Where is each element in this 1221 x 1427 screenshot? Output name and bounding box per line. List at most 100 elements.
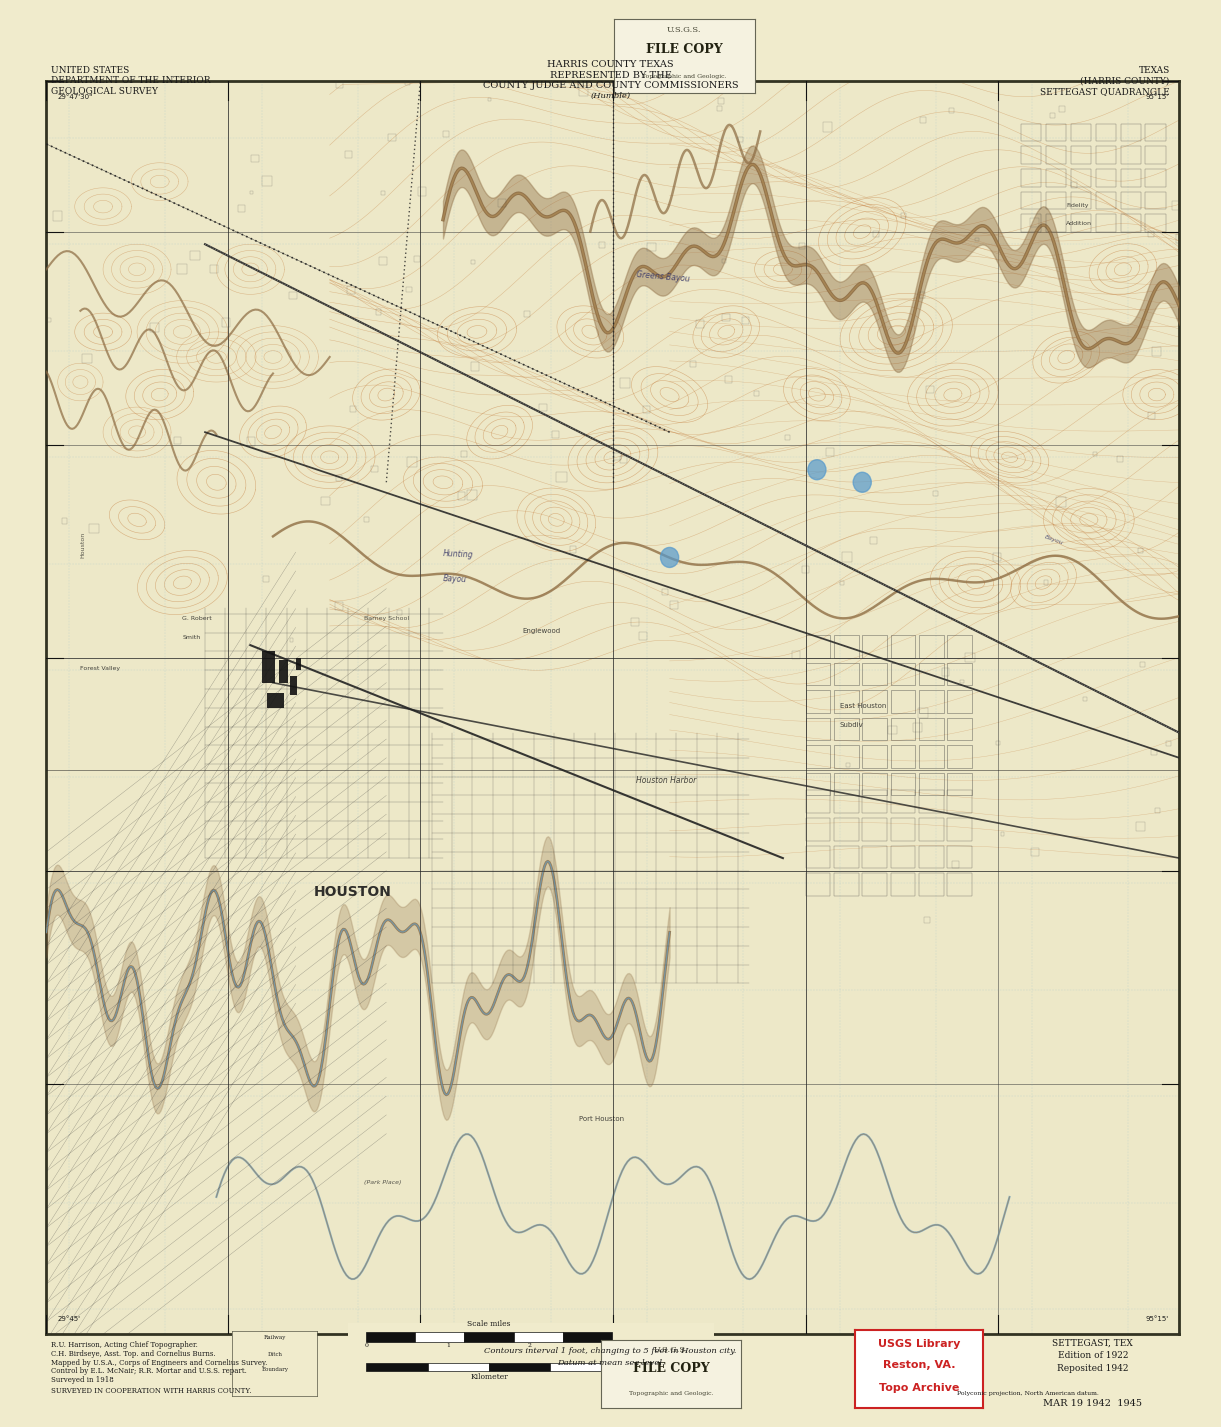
Bar (639, 632, 647, 639)
Bar (834, 635, 858, 658)
Bar (261, 651, 275, 682)
Text: Hunting: Hunting (443, 549, 474, 559)
Bar (862, 873, 888, 896)
Text: HARRIS COUNTY TEXAS: HARRIS COUNTY TEXAS (547, 60, 674, 68)
Text: FILE COPY: FILE COPY (646, 43, 723, 57)
Bar (947, 846, 972, 868)
Bar (1071, 191, 1092, 210)
Bar (321, 497, 330, 505)
Bar (458, 492, 465, 499)
Bar (289, 291, 297, 300)
Bar (462, 451, 466, 457)
Bar (890, 773, 916, 795)
Bar (524, 311, 530, 317)
Bar (806, 718, 830, 741)
Bar (552, 431, 559, 438)
Bar (150, 323, 159, 331)
Bar (842, 552, 852, 562)
Bar (647, 243, 656, 251)
Bar (1071, 183, 1077, 188)
Bar (336, 80, 343, 87)
Text: Subdiv: Subdiv (840, 722, 863, 728)
Bar (890, 635, 916, 658)
Text: 29°45': 29°45' (57, 1316, 81, 1321)
Bar (1044, 581, 1049, 585)
Bar (1029, 218, 1039, 227)
Bar (620, 378, 630, 388)
Bar (919, 718, 944, 741)
Bar (46, 318, 51, 323)
Text: Reposited 1942: Reposited 1942 (1057, 1364, 1128, 1373)
Bar (993, 552, 1001, 561)
Text: Control by E.L. McNair; R.R. Mortar and U.S.S. repart.: Control by E.L. McNair; R.R. Mortar and … (51, 1367, 247, 1376)
Bar (347, 285, 355, 294)
Bar (380, 257, 387, 265)
Bar (498, 200, 505, 207)
Text: 3: 3 (609, 1343, 614, 1349)
Bar (295, 658, 302, 671)
Bar (1121, 147, 1140, 164)
Bar (890, 745, 916, 768)
Bar (806, 691, 830, 714)
Bar (261, 176, 271, 186)
Text: (HARRIS COUNTY): (HARRIS COUNTY) (1081, 76, 1170, 86)
Bar (834, 873, 858, 896)
Bar (947, 818, 972, 841)
Bar (1155, 808, 1160, 813)
Text: C.H. Birdseye, Asst. Top. and Cornelius Burns.: C.H. Birdseye, Asst. Top. and Cornelius … (51, 1350, 216, 1359)
Bar (919, 773, 944, 795)
Bar (755, 391, 759, 395)
Bar (947, 662, 972, 685)
Bar (1045, 214, 1066, 231)
Bar (1021, 214, 1042, 231)
Bar (722, 260, 725, 263)
Bar (252, 156, 259, 163)
Bar (1121, 124, 1140, 141)
Bar (919, 846, 944, 868)
Bar (177, 264, 187, 274)
Bar (346, 151, 352, 157)
Text: R.U. Harrison, Acting Chief Topographer.: R.U. Harrison, Acting Chief Topographer. (51, 1341, 198, 1350)
Bar (250, 191, 254, 194)
Bar (806, 662, 830, 685)
Bar (846, 763, 850, 768)
Bar (407, 457, 418, 467)
Circle shape (661, 548, 679, 568)
Bar (366, 1331, 415, 1341)
Bar (1095, 191, 1116, 210)
Bar (717, 107, 722, 111)
Bar (1138, 548, 1143, 552)
Bar (976, 238, 979, 241)
Bar (614, 452, 621, 459)
Bar (247, 437, 255, 445)
Bar (1083, 698, 1087, 701)
Bar (1166, 742, 1171, 746)
Bar (557, 472, 567, 482)
Bar (919, 635, 944, 658)
Text: Houston: Houston (81, 532, 85, 558)
Bar (1059, 106, 1065, 113)
Bar (1095, 214, 1116, 231)
Bar (1121, 168, 1140, 187)
Text: SETTEGAST, TEX: SETTEGAST, TEX (1053, 1339, 1133, 1347)
Bar (579, 87, 587, 96)
Bar (1050, 113, 1055, 118)
Bar (642, 405, 651, 412)
Text: MAR 19 1942  1945: MAR 19 1942 1945 (1043, 1400, 1143, 1408)
Text: TEXAS: TEXAS (1138, 66, 1170, 74)
Bar (918, 708, 928, 718)
Text: SURVEYED IN COOPERATION WITH HARRIS COUNTY.: SURVEYED IN COOPERATION WITH HARRIS COUN… (51, 1387, 252, 1396)
Bar (404, 80, 410, 86)
Text: Forest Valley: Forest Valley (81, 666, 121, 671)
Bar (175, 437, 181, 444)
Bar (335, 602, 343, 611)
Bar (933, 491, 938, 497)
Text: G. Robert: G. Robert (182, 616, 212, 621)
Bar (1145, 124, 1166, 141)
Bar (1140, 662, 1145, 668)
Bar (1136, 822, 1145, 832)
Text: (Park Place): (Park Place) (364, 1180, 402, 1184)
Text: Mapped by U.S.A., Corps of Engineers and Cornelius Survey.: Mapped by U.S.A., Corps of Engineers and… (51, 1359, 267, 1367)
Bar (1045, 147, 1066, 164)
Bar (919, 662, 944, 685)
